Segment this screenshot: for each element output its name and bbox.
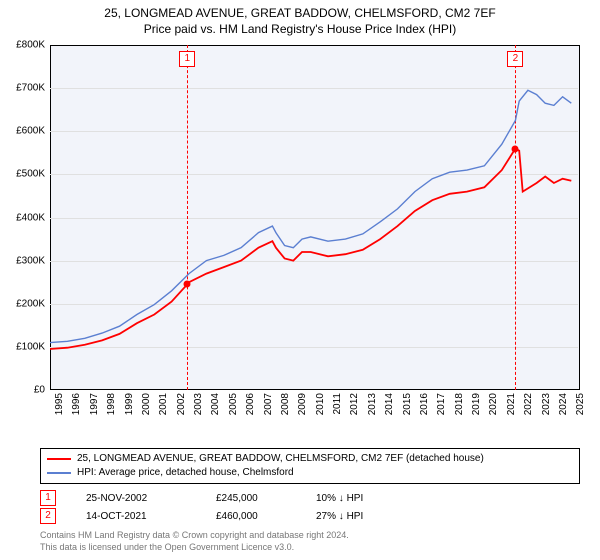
x-tick-label: 1996: [71, 393, 82, 415]
chart-title: 25, LONGMEAD AVENUE, GREAT BADDOW, CHELM…: [0, 0, 600, 37]
x-tick-label: 2007: [263, 393, 274, 415]
x-tick-label: 2017: [436, 393, 447, 415]
x-tick-label: 2011: [332, 393, 343, 415]
event-price: £460,000: [216, 511, 286, 522]
y-tick-label: £800K: [16, 40, 45, 51]
x-tick-label: 2010: [315, 393, 326, 415]
x-tick-label: 2015: [402, 393, 413, 415]
y-tick-label: £0: [34, 385, 45, 396]
footer-line1: Contains HM Land Registry data © Crown c…: [40, 530, 580, 542]
event-date: 14-OCT-2021: [86, 511, 186, 522]
legend-block: 25, LONGMEAD AVENUE, GREAT BADDOW, CHELM…: [40, 448, 580, 553]
events-table: 1 25-NOV-2002 £245,000 10% ↓ HPI 2 14-OCT-202…: [40, 490, 580, 524]
x-tick-label: 2014: [384, 393, 395, 415]
footer: Contains HM Land Registry data © Crown c…: [40, 530, 580, 553]
event-date: 25-NOV-2002: [86, 493, 186, 504]
x-tick-label: 2002: [176, 393, 187, 415]
title-line2: Price paid vs. HM Land Registry's House …: [0, 22, 600, 38]
event-table-row: 2 14-OCT-2021 £460,000 27% ↓ HPI: [40, 508, 580, 524]
event-price: £245,000: [216, 493, 286, 504]
y-tick-label: £700K: [16, 83, 45, 94]
footer-line2: This data is licensed under the Open Gov…: [40, 542, 580, 554]
legend-row-series2: HPI: Average price, detached house, Chel…: [47, 466, 573, 480]
line-series2: [50, 90, 571, 342]
event-pct: 27% ↓ HPI: [316, 511, 426, 522]
x-tick-label: 2005: [228, 393, 239, 415]
y-tick-label: £300K: [16, 255, 45, 266]
x-tick-label: 2018: [454, 393, 465, 415]
x-tick-label: 2012: [349, 393, 360, 415]
x-tick-label: 2020: [488, 393, 499, 415]
x-tick-label: 2019: [471, 393, 482, 415]
x-tick-label: 2025: [575, 393, 586, 415]
legend-label-2: HPI: Average price, detached house, Chel…: [77, 466, 294, 480]
title-line1: 25, LONGMEAD AVENUE, GREAT BADDOW, CHELM…: [0, 6, 600, 22]
x-tick-label: 2006: [245, 393, 256, 415]
x-tick-label: 2003: [193, 393, 204, 415]
x-tick-label: 2004: [210, 393, 221, 415]
legend-swatch-2: [47, 472, 71, 474]
x-tick-label: 2009: [297, 393, 308, 415]
x-tick-label: 2023: [541, 393, 552, 415]
event-table-marker: 2: [40, 508, 56, 524]
x-tick-label: 1995: [54, 393, 65, 415]
y-tick-label: £500K: [16, 169, 45, 180]
x-tick-label: 2022: [523, 393, 534, 415]
x-tick-label: 2016: [419, 393, 430, 415]
x-tick-label: 1998: [106, 393, 117, 415]
y-tick-label: £400K: [16, 212, 45, 223]
y-tick-label: £100K: [16, 341, 45, 352]
legend-swatch-1: [47, 458, 71, 460]
x-tick-label: 2000: [141, 393, 152, 415]
chart-area: £0£100K£200K£300K£400K£500K£600K£700K£80…: [50, 45, 580, 415]
event-pct: 10% ↓ HPI: [316, 493, 426, 504]
y-tick-label: £200K: [16, 298, 45, 309]
line-series: [50, 45, 580, 390]
x-tick-label: 2008: [280, 393, 291, 415]
line-series1: [50, 149, 571, 350]
x-tick-label: 1999: [124, 393, 135, 415]
y-tick-label: £600K: [16, 126, 45, 137]
event-table-row: 1 25-NOV-2002 £245,000 10% ↓ HPI: [40, 490, 580, 506]
event-table-marker: 1: [40, 490, 56, 506]
x-tick-label: 2013: [367, 393, 378, 415]
x-tick-label: 2001: [158, 393, 169, 415]
x-tick-label: 2021: [506, 393, 517, 415]
legend-row-series1: 25, LONGMEAD AVENUE, GREAT BADDOW, CHELM…: [47, 452, 573, 466]
x-tick-label: 1997: [89, 393, 100, 415]
legend-label-1: 25, LONGMEAD AVENUE, GREAT BADDOW, CHELM…: [77, 452, 484, 466]
legend-box: 25, LONGMEAD AVENUE, GREAT BADDOW, CHELM…: [40, 448, 580, 484]
x-tick-label: 2024: [558, 393, 569, 415]
